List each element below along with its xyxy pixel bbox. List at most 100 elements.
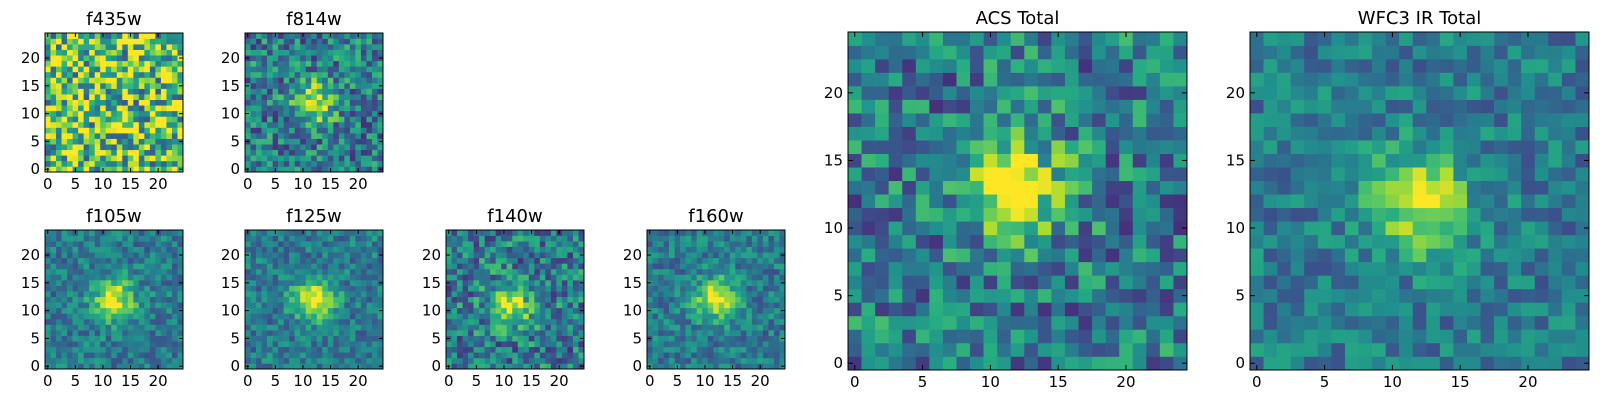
heatmap-cell [523, 246, 530, 253]
heatmap-cell [462, 352, 469, 359]
heatmap-cell [773, 341, 780, 348]
heatmap-cell [67, 241, 73, 247]
heatmap-cell [250, 166, 257, 173]
heatmap-cell [83, 346, 90, 353]
heatmap-cell [61, 352, 68, 359]
heatmap-cell [316, 335, 323, 342]
heatmap-cell [729, 252, 736, 259]
heatmap-cell [305, 83, 312, 89]
heatmap-cell [360, 241, 367, 247]
heatmap-cell [72, 55, 79, 62]
heatmap-cell [171, 94, 178, 101]
heatmap-cell [970, 302, 984, 317]
heatmap-cell [122, 302, 129, 309]
heatmap-cell [267, 133, 273, 139]
heatmap-cell [333, 263, 340, 270]
heatmap-cell [138, 149, 145, 156]
heatmap-cell [261, 116, 268, 123]
heatmap-cell [534, 235, 541, 242]
heatmap-cell [50, 313, 57, 320]
heatmap-cell [144, 166, 151, 173]
heatmap-cell [1521, 221, 1536, 236]
heatmap-cell [702, 291, 709, 298]
heatmap-cell [245, 116, 251, 123]
heatmap-cell [160, 324, 167, 331]
heatmap-cell [1290, 356, 1305, 371]
heatmap-cell [338, 149, 345, 156]
heatmap-cell [669, 296, 675, 303]
heatmap-cell [1480, 342, 1495, 357]
heatmap-cell [366, 138, 373, 145]
heatmap-cell [133, 71, 140, 78]
heatmap-cell [366, 324, 373, 331]
heatmap-cell [501, 318, 508, 325]
heatmap-cell [696, 346, 703, 353]
heatmap-cell [267, 127, 273, 134]
heatmap-cell [545, 330, 552, 336]
heatmap-cell [245, 71, 251, 78]
heatmap-cell [539, 307, 546, 314]
heatmap-cell [740, 246, 747, 253]
heatmap-cell [1132, 221, 1147, 236]
heatmap-cell [1426, 315, 1441, 330]
heatmap-cell [155, 66, 162, 73]
heatmap-cell [261, 318, 268, 325]
heatmap-cell [344, 357, 351, 364]
heatmap-cell [105, 38, 112, 45]
heatmap-cell [338, 144, 345, 151]
heatmap-cell [138, 83, 145, 89]
heatmap-cell [149, 127, 156, 134]
heatmap-cell [138, 138, 145, 145]
heatmap-cell [171, 318, 178, 325]
heatmap-cell [166, 77, 173, 84]
heatmap-cell [517, 346, 524, 353]
heatmap-cell [1385, 153, 1400, 168]
heatmap-cell [61, 274, 68, 281]
heatmap-cell [707, 246, 714, 253]
heatmap-cell [327, 77, 334, 84]
heatmap-cell [1064, 59, 1079, 73]
heatmap-cell [970, 275, 984, 290]
heatmap-cell [100, 318, 107, 325]
heatmap-cell [669, 291, 675, 298]
heatmap-cell [1024, 261, 1039, 276]
heatmap-cell [155, 268, 162, 275]
heatmap-cell [567, 263, 574, 270]
heatmap-cell [1146, 153, 1161, 168]
heatmap-cell [685, 291, 692, 298]
heatmap-cell [484, 307, 491, 314]
heatmap-cell [138, 127, 145, 134]
heatmap-cell [111, 160, 118, 167]
heatmap-cell [779, 268, 786, 275]
heatmap-cell [1132, 342, 1147, 357]
heatmap-cell [707, 235, 714, 242]
heatmap-cell [333, 252, 340, 259]
heatmap-cell [658, 313, 664, 320]
heatmap-cell [1064, 72, 1079, 87]
heatmap-cell [718, 335, 725, 342]
heatmap-cell [647, 346, 653, 353]
heatmap-cell [468, 346, 474, 353]
heatmap-cell [316, 285, 323, 292]
heatmap-cell [371, 33, 378, 39]
heatmap-cell [245, 274, 251, 281]
heatmap-cell [144, 133, 151, 139]
heatmap-cell [377, 155, 384, 162]
heatmap-cell [377, 241, 384, 247]
heatmap-cell [78, 341, 84, 348]
heatmap-cell [451, 230, 458, 236]
heatmap-cell [50, 257, 57, 264]
heatmap-cell [94, 246, 101, 253]
heatmap-cell [462, 268, 469, 275]
heatmap-cell [133, 302, 140, 309]
heatmap-cell [83, 296, 90, 303]
heatmap-cell [111, 235, 118, 242]
heatmap-cell [779, 330, 786, 336]
heatmap-cell [1119, 167, 1134, 182]
heatmap-cell [484, 268, 491, 275]
heatmap-cell [1146, 140, 1161, 154]
heatmap-cell [462, 257, 469, 264]
heatmap-cell [652, 235, 659, 242]
heatmap-cell [116, 33, 123, 39]
heatmap-cell [89, 127, 95, 134]
